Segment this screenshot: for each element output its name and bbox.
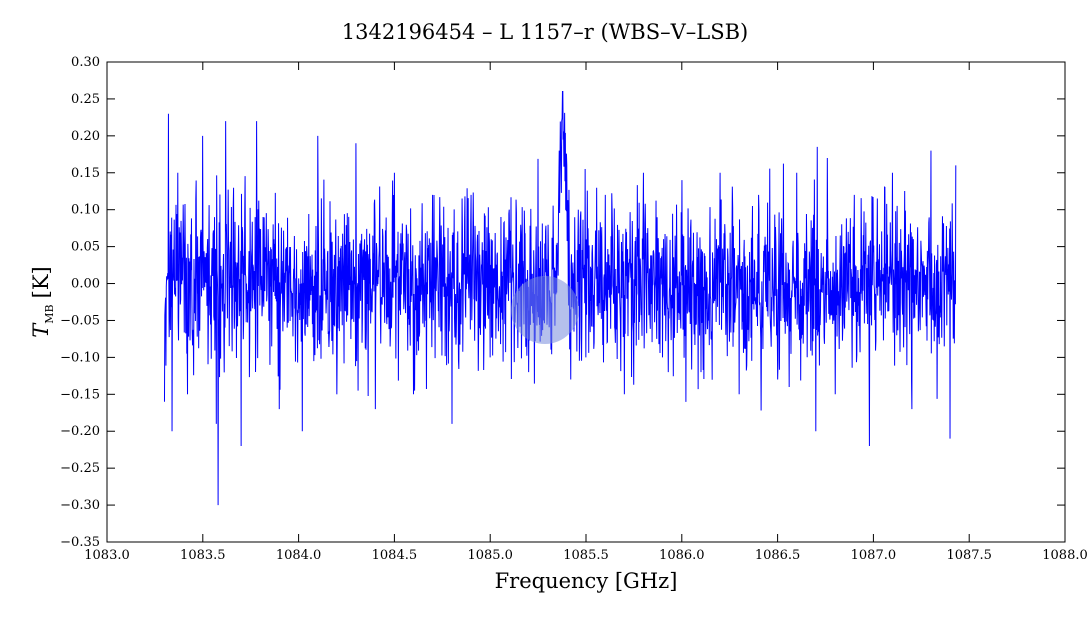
y-tick-label: −0.10 [60, 350, 100, 365]
x-tick-label: 1083.0 [84, 548, 130, 563]
y-axis-label-main: T [29, 322, 53, 338]
y-tick-label: 0.00 [71, 277, 100, 292]
y-tick-label: −0.15 [60, 387, 100, 402]
x-tick-label: 1085.5 [563, 548, 609, 563]
y-tick-label: 0.30 [71, 55, 100, 70]
x-tick-label: 1086.0 [659, 548, 705, 563]
y-axis-label-sub: MB [43, 304, 56, 323]
chart-title: 1342196454 – L 1157–r (WBS–V–LSB) [342, 20, 748, 44]
y-tick-label: 0.10 [71, 203, 100, 218]
x-tick-label: 1085.0 [467, 548, 513, 563]
spectrum-line [163, 91, 957, 506]
y-tick-label: −0.20 [60, 424, 100, 439]
x-tick-label: 1086.5 [755, 548, 801, 563]
y-tick-label: 0.20 [71, 129, 100, 144]
y-tick-label: −0.30 [60, 498, 100, 513]
x-axis-label: Frequency [GHz] [495, 569, 678, 593]
watermark-blob [511, 276, 579, 344]
x-tick-label: 1083.5 [180, 548, 226, 563]
y-tick-label: 0.05 [71, 240, 100, 255]
y-tick-label: 0.15 [71, 166, 100, 181]
x-tick-label: 1088.0 [1042, 548, 1088, 563]
x-tick-label: 1084.0 [276, 548, 322, 563]
x-axis: 1083.0 1083.5 1084.0 1084.5 1085.0 1085.5 1086… [84, 62, 1088, 563]
plot-series [163, 91, 957, 506]
y-axis-label: TMB [K] [29, 266, 56, 337]
y-tick-label: 0.25 [71, 92, 100, 107]
y-axis-label-unit: [K] [29, 266, 53, 298]
x-tick-label: 1087.0 [851, 548, 897, 563]
y-axis: 0.30 0.25 0.20 0.15 0.10 0.05 0.00 −0.05 −0.10 −0… [60, 55, 1065, 550]
y-tick-label: −0.25 [60, 461, 100, 476]
y-tick-label: −0.35 [60, 535, 100, 550]
x-tick-label: 1087.5 [946, 548, 992, 563]
x-tick-label: 1084.5 [372, 548, 418, 563]
y-tick-label: −0.05 [60, 313, 100, 328]
